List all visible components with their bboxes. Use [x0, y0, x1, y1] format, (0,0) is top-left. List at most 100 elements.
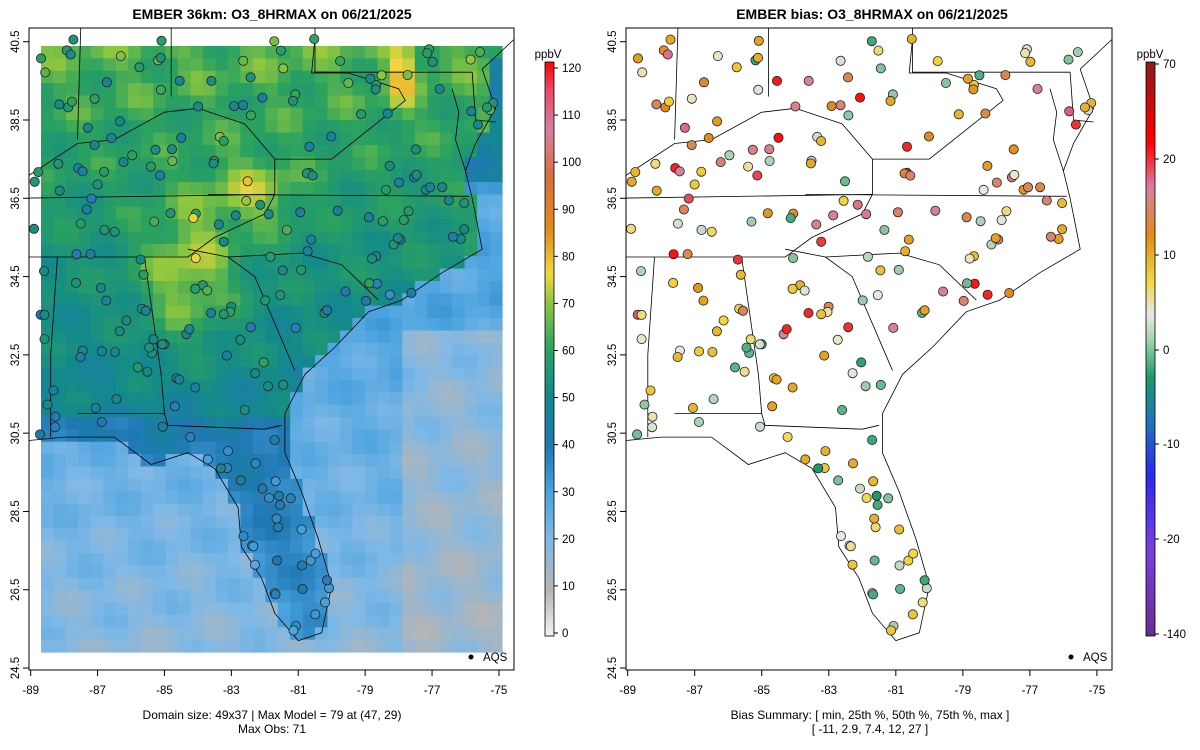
grid-cell	[140, 553, 154, 567]
grid-cell	[489, 367, 503, 381]
left-x-tick-label: -87	[89, 685, 106, 697]
site-marker	[115, 51, 126, 62]
grid-cell	[315, 132, 329, 146]
bias-marker	[752, 170, 763, 181]
grid-cell	[227, 46, 241, 59]
grid-cell	[178, 144, 192, 158]
grid-cell	[41, 293, 55, 307]
site-marker	[150, 144, 161, 155]
grid-cell	[240, 342, 254, 356]
grid-cell	[414, 614, 428, 628]
grid-cell	[302, 46, 316, 59]
grid-cell	[41, 454, 55, 468]
bias-marker	[707, 346, 718, 357]
grid-cell	[53, 243, 67, 257]
grid-cell	[252, 627, 266, 641]
site-marker	[285, 493, 296, 504]
grid-cell	[178, 219, 192, 233]
grid-cell	[140, 478, 154, 492]
site-marker	[118, 157, 129, 168]
grid-cell	[389, 318, 403, 332]
site-marker	[459, 198, 470, 209]
grid-cell	[128, 46, 142, 59]
border-line	[1069, 72, 1094, 123]
grid-cell	[165, 120, 179, 134]
grid-cell	[202, 602, 217, 616]
site-marker	[218, 135, 229, 146]
grid-cell	[290, 293, 304, 307]
bias-marker	[1035, 182, 1046, 193]
site-marker	[33, 167, 44, 178]
grid-cell	[128, 466, 142, 480]
grid-cell	[452, 540, 466, 554]
grid-cell	[178, 565, 192, 579]
grid-cell	[190, 305, 204, 319]
grid-cell	[389, 454, 403, 468]
grid-cell	[327, 46, 341, 59]
grid-cell	[178, 194, 192, 208]
grid-cell	[489, 639, 503, 653]
colorbar-tick-label: 20	[1163, 154, 1176, 166]
grid-cell	[477, 590, 491, 604]
grid-cell	[489, 404, 503, 418]
grid-cell	[128, 318, 142, 332]
site-marker	[66, 96, 77, 107]
grid-cell	[202, 590, 217, 604]
grid-cell	[190, 342, 204, 356]
grid-cell	[190, 491, 204, 505]
grid-cell	[377, 404, 391, 418]
grid-cell	[65, 293, 79, 307]
grid-cell	[464, 293, 478, 307]
grid-cell	[439, 280, 453, 294]
grid-cell	[290, 219, 304, 233]
grid-cell	[315, 417, 329, 430]
grid-cell	[427, 120, 441, 134]
grid-cell	[414, 392, 428, 406]
grid-cell	[240, 305, 254, 319]
left-y-tick-label: 34.5	[10, 265, 22, 287]
grid-cell	[402, 379, 416, 393]
grid-cell	[252, 590, 266, 604]
grid-cell	[427, 441, 441, 455]
grid-cell	[240, 429, 254, 443]
grid-cell	[227, 379, 241, 393]
grid-cell	[90, 491, 104, 505]
grid-cell	[103, 627, 117, 641]
site-marker	[235, 475, 246, 486]
bias-marker	[964, 253, 975, 264]
grid-cell	[41, 540, 55, 554]
grid-cell	[439, 367, 453, 381]
bias-marker	[835, 100, 846, 111]
grid-cell	[178, 169, 192, 183]
grid-cell	[227, 231, 241, 245]
grid-cell	[227, 219, 241, 233]
site-marker	[335, 56, 346, 67]
grid-cell	[115, 305, 129, 319]
grid-cell	[377, 441, 391, 455]
grid-cell	[489, 256, 503, 270]
left-y-tick-label: 30.5	[10, 422, 22, 444]
grid-cell	[464, 590, 478, 604]
grid-cell	[103, 503, 117, 517]
grid-cell	[364, 503, 379, 517]
grid-cell	[128, 219, 142, 233]
grid-cell	[178, 95, 192, 109]
bias-marker	[1041, 195, 1052, 206]
grid-cell	[489, 429, 503, 443]
grid-cell	[327, 231, 341, 245]
grid-cell	[265, 528, 279, 542]
grid-cell	[103, 515, 117, 529]
grid-cell	[340, 441, 354, 455]
grid-cell	[327, 478, 341, 492]
grid-cell	[153, 540, 167, 554]
grid-cell	[315, 441, 329, 455]
grid-cell	[377, 169, 391, 183]
grid-cell	[227, 318, 241, 332]
bias-marker	[980, 108, 991, 119]
grid-cell	[65, 614, 79, 628]
grid-cell	[240, 565, 254, 579]
grid-cell	[153, 157, 167, 171]
site-marker	[174, 75, 185, 86]
grid-cell	[78, 441, 92, 455]
grid-cell	[352, 565, 366, 579]
